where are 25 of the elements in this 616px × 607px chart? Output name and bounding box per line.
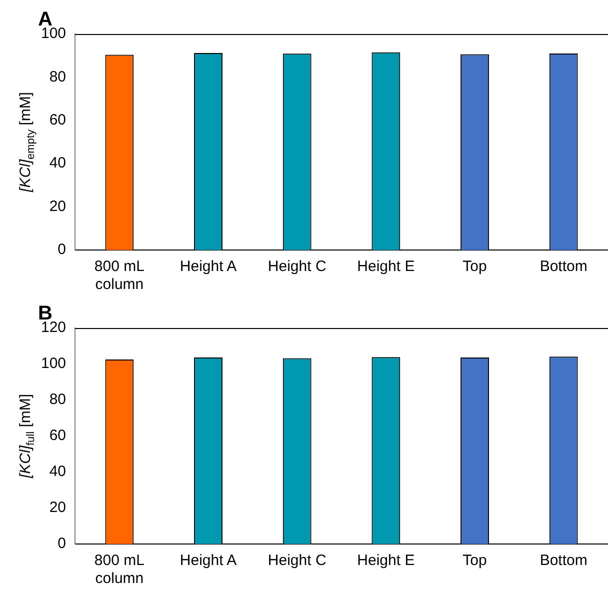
x-tick-label: Top bbox=[462, 258, 487, 276]
y-axis-title: [KCl]empty [mM] bbox=[17, 92, 37, 193]
x-tick-label: 800 mL column bbox=[94, 552, 144, 588]
x-tick-label: 800 mL column bbox=[94, 258, 144, 294]
x-tick-label: Height C bbox=[268, 552, 326, 570]
x-tick-label: Height C bbox=[268, 258, 326, 276]
y-axis-title: [KCl]full [mM] bbox=[17, 394, 37, 480]
x-tick-label: Bottom bbox=[540, 552, 588, 570]
x-tick-label: Height A bbox=[180, 258, 237, 276]
y-tick-label: 40 bbox=[49, 463, 66, 480]
y-tick-label: 20 bbox=[49, 499, 66, 516]
y-tick-label: 0 bbox=[58, 535, 66, 552]
y-tick-label: 100 bbox=[40, 355, 66, 372]
x-tick-label: Bottom bbox=[540, 258, 588, 276]
x-tick-label: Height A bbox=[180, 552, 237, 570]
x-tick-label: Top bbox=[462, 552, 487, 570]
y-tick-label: 0 bbox=[58, 241, 66, 258]
y-tick-label: 60 bbox=[49, 112, 66, 129]
y-tick-label: 80 bbox=[49, 68, 66, 86]
y-tick-label: 80 bbox=[49, 391, 66, 408]
x-tick-label: Height E bbox=[357, 258, 415, 276]
y-tick-label: 60 bbox=[49, 427, 66, 444]
x-tick-label: Height E bbox=[357, 552, 415, 570]
y-tick-label: 40 bbox=[49, 154, 66, 172]
y-tick-label: 20 bbox=[49, 198, 66, 215]
